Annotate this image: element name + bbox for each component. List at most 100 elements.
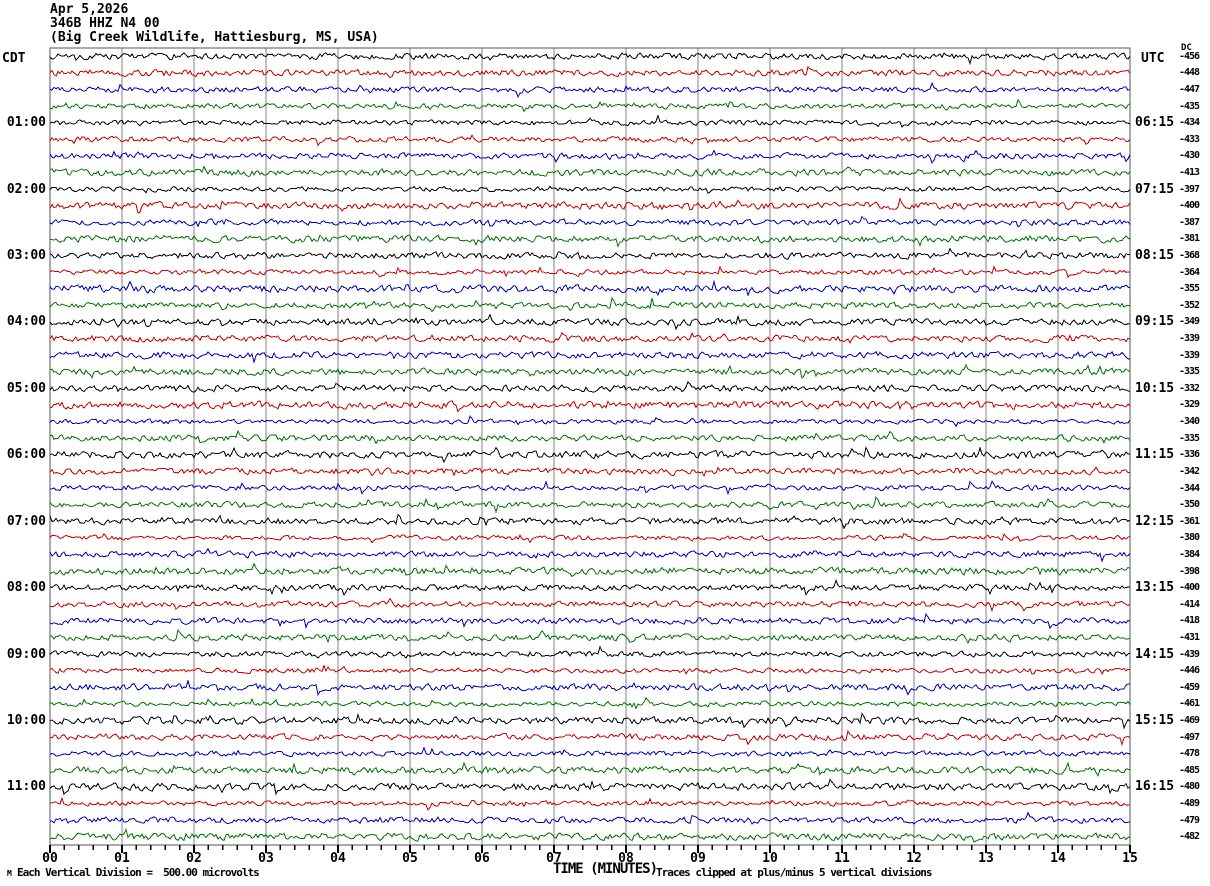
minute-tick-label: 05 [402, 851, 418, 866]
seismogram-trace-row [49, 52, 1131, 66]
dc-offset-value: -418 [1179, 615, 1200, 627]
utc-time-label: 15:15 [1135, 712, 1175, 728]
seismogram-trace-row [49, 331, 1131, 344]
header-date: Apr 5,2026 [50, 2, 129, 17]
minute-tick-label: 10 [762, 851, 778, 866]
utc-time-label: 10:15 [1135, 380, 1175, 396]
seismogram-trace-row [49, 133, 1131, 147]
minute-tick-label: 06 [474, 851, 490, 866]
cdt-time-label: 02:00 [6, 181, 46, 197]
seismogram-trace-row [49, 532, 1131, 544]
seismogram-trace-row [49, 165, 1131, 177]
seismogram-trace-row [49, 296, 1131, 313]
dc-offset-value: -431 [1179, 631, 1200, 643]
dc-offset-value: -387 [1179, 216, 1200, 228]
dc-offset-value: -336 [1179, 449, 1200, 461]
utc-time-label: 11:15 [1135, 447, 1175, 463]
dc-offset-value: -335 [1179, 366, 1200, 378]
header-station-location: (Big Creek Wildlife, Hattiesburg, MS, US… [50, 30, 379, 45]
utc-time-label: 09:15 [1135, 314, 1175, 330]
dc-offset-value: -400 [1179, 582, 1200, 594]
dc-offset-value: -485 [1179, 764, 1200, 776]
dc-column-title: DC [1181, 43, 1192, 53]
seismogram-trace-row [49, 215, 1131, 228]
right-axis-title-utc: UTC [1141, 51, 1165, 66]
dc-offset-value: -433 [1179, 133, 1200, 145]
minute-tick-label: 08 [618, 851, 634, 866]
utc-time-label: 07:15 [1135, 181, 1175, 197]
dc-offset-value: -339 [1179, 333, 1200, 345]
minute-tick-label: 11 [834, 851, 850, 866]
seismogram-trace-row [49, 279, 1131, 297]
seismogram-trace-row [49, 827, 1131, 843]
dc-offset-value: -340 [1179, 416, 1200, 428]
seismogram-trace-row [49, 415, 1131, 428]
utc-time-label: 12:15 [1135, 513, 1175, 529]
header-station-code: 346B HHZ N4 00 [50, 16, 160, 31]
dc-offset-value: -368 [1179, 250, 1200, 262]
dc-offset-value: -446 [1179, 665, 1200, 677]
dc-offset-value: -384 [1179, 548, 1200, 560]
dc-offset-value: -381 [1179, 233, 1200, 245]
dc-offset-value: -339 [1179, 349, 1200, 361]
seismogram-trace-row [49, 313, 1131, 331]
seismogram-trace-row [49, 466, 1131, 478]
dc-offset-value: -335 [1179, 432, 1200, 444]
seismogram-trace-row [49, 712, 1131, 730]
dc-offset-value: -355 [1179, 283, 1200, 295]
seismogram-trace-row [49, 247, 1131, 260]
dc-offset-value: -332 [1179, 382, 1200, 394]
dc-offset-value: -461 [1179, 698, 1200, 710]
dc-offset-value: -430 [1179, 150, 1200, 162]
dc-offset-value: -497 [1179, 731, 1200, 743]
seismogram-trace-row [49, 197, 1131, 214]
seismogram-trace-row [49, 746, 1131, 758]
seismogram-trace-row [49, 149, 1131, 164]
utc-time-label: 14:15 [1135, 646, 1175, 662]
dc-offset-value: -459 [1179, 681, 1200, 693]
minute-tick-label: 02 [186, 851, 202, 866]
cdt-time-label: 07:00 [6, 513, 46, 529]
seismogram-trace-row [49, 645, 1131, 659]
plot-border [49, 47, 1131, 846]
seismogram-trace-row [49, 796, 1131, 811]
seismogram-trace-row [49, 400, 1131, 413]
seismogram-trace-row [49, 363, 1131, 380]
seismogram-trace-row [49, 65, 1131, 79]
seismogram-trace-row [49, 114, 1131, 128]
dc-offset-value: -439 [1179, 648, 1200, 660]
seismogram-trace-row [49, 761, 1131, 778]
seismogram-trace-row [49, 265, 1131, 279]
cdt-time-label: 06:00 [6, 447, 46, 463]
utc-time-label: 16:15 [1135, 779, 1175, 795]
seismogram-trace-row [49, 811, 1131, 825]
minute-tick-label: 14 [1050, 851, 1066, 866]
cdt-time-label: 10:00 [6, 712, 46, 728]
cdt-time-label: 03:00 [6, 248, 46, 264]
utc-time-label: 13:15 [1135, 580, 1175, 596]
dc-offset-value: -344 [1179, 482, 1200, 494]
seismogram-trace-row [49, 234, 1131, 248]
seismogram-trace-row [49, 81, 1131, 98]
dc-offset-value: -413 [1179, 167, 1200, 179]
seismogram-trace-row [49, 562, 1131, 578]
seismogram-trace-row [49, 547, 1131, 563]
utc-time-label: 08:15 [1135, 248, 1175, 264]
minute-tick-label: 04 [330, 851, 346, 866]
seismogram-trace-row [49, 496, 1131, 514]
minute-tick-label: 13 [978, 851, 994, 866]
minute-tick-label: 12 [906, 851, 922, 866]
minute-tick-label: 03 [258, 851, 274, 866]
seismogram-trace-row [49, 664, 1130, 676]
seismogram-trace-row [49, 696, 1131, 710]
dc-offset-value: -479 [1179, 814, 1200, 826]
dc-offset-value: -434 [1179, 117, 1200, 129]
dc-offset-value: -478 [1179, 748, 1200, 760]
minute-tick-label: 01 [114, 851, 130, 866]
dc-offset-value: -400 [1179, 200, 1200, 212]
dc-offset-value: -329 [1179, 399, 1200, 411]
dc-offset-value: -397 [1179, 183, 1200, 195]
seismogram-trace-row [49, 185, 1131, 194]
